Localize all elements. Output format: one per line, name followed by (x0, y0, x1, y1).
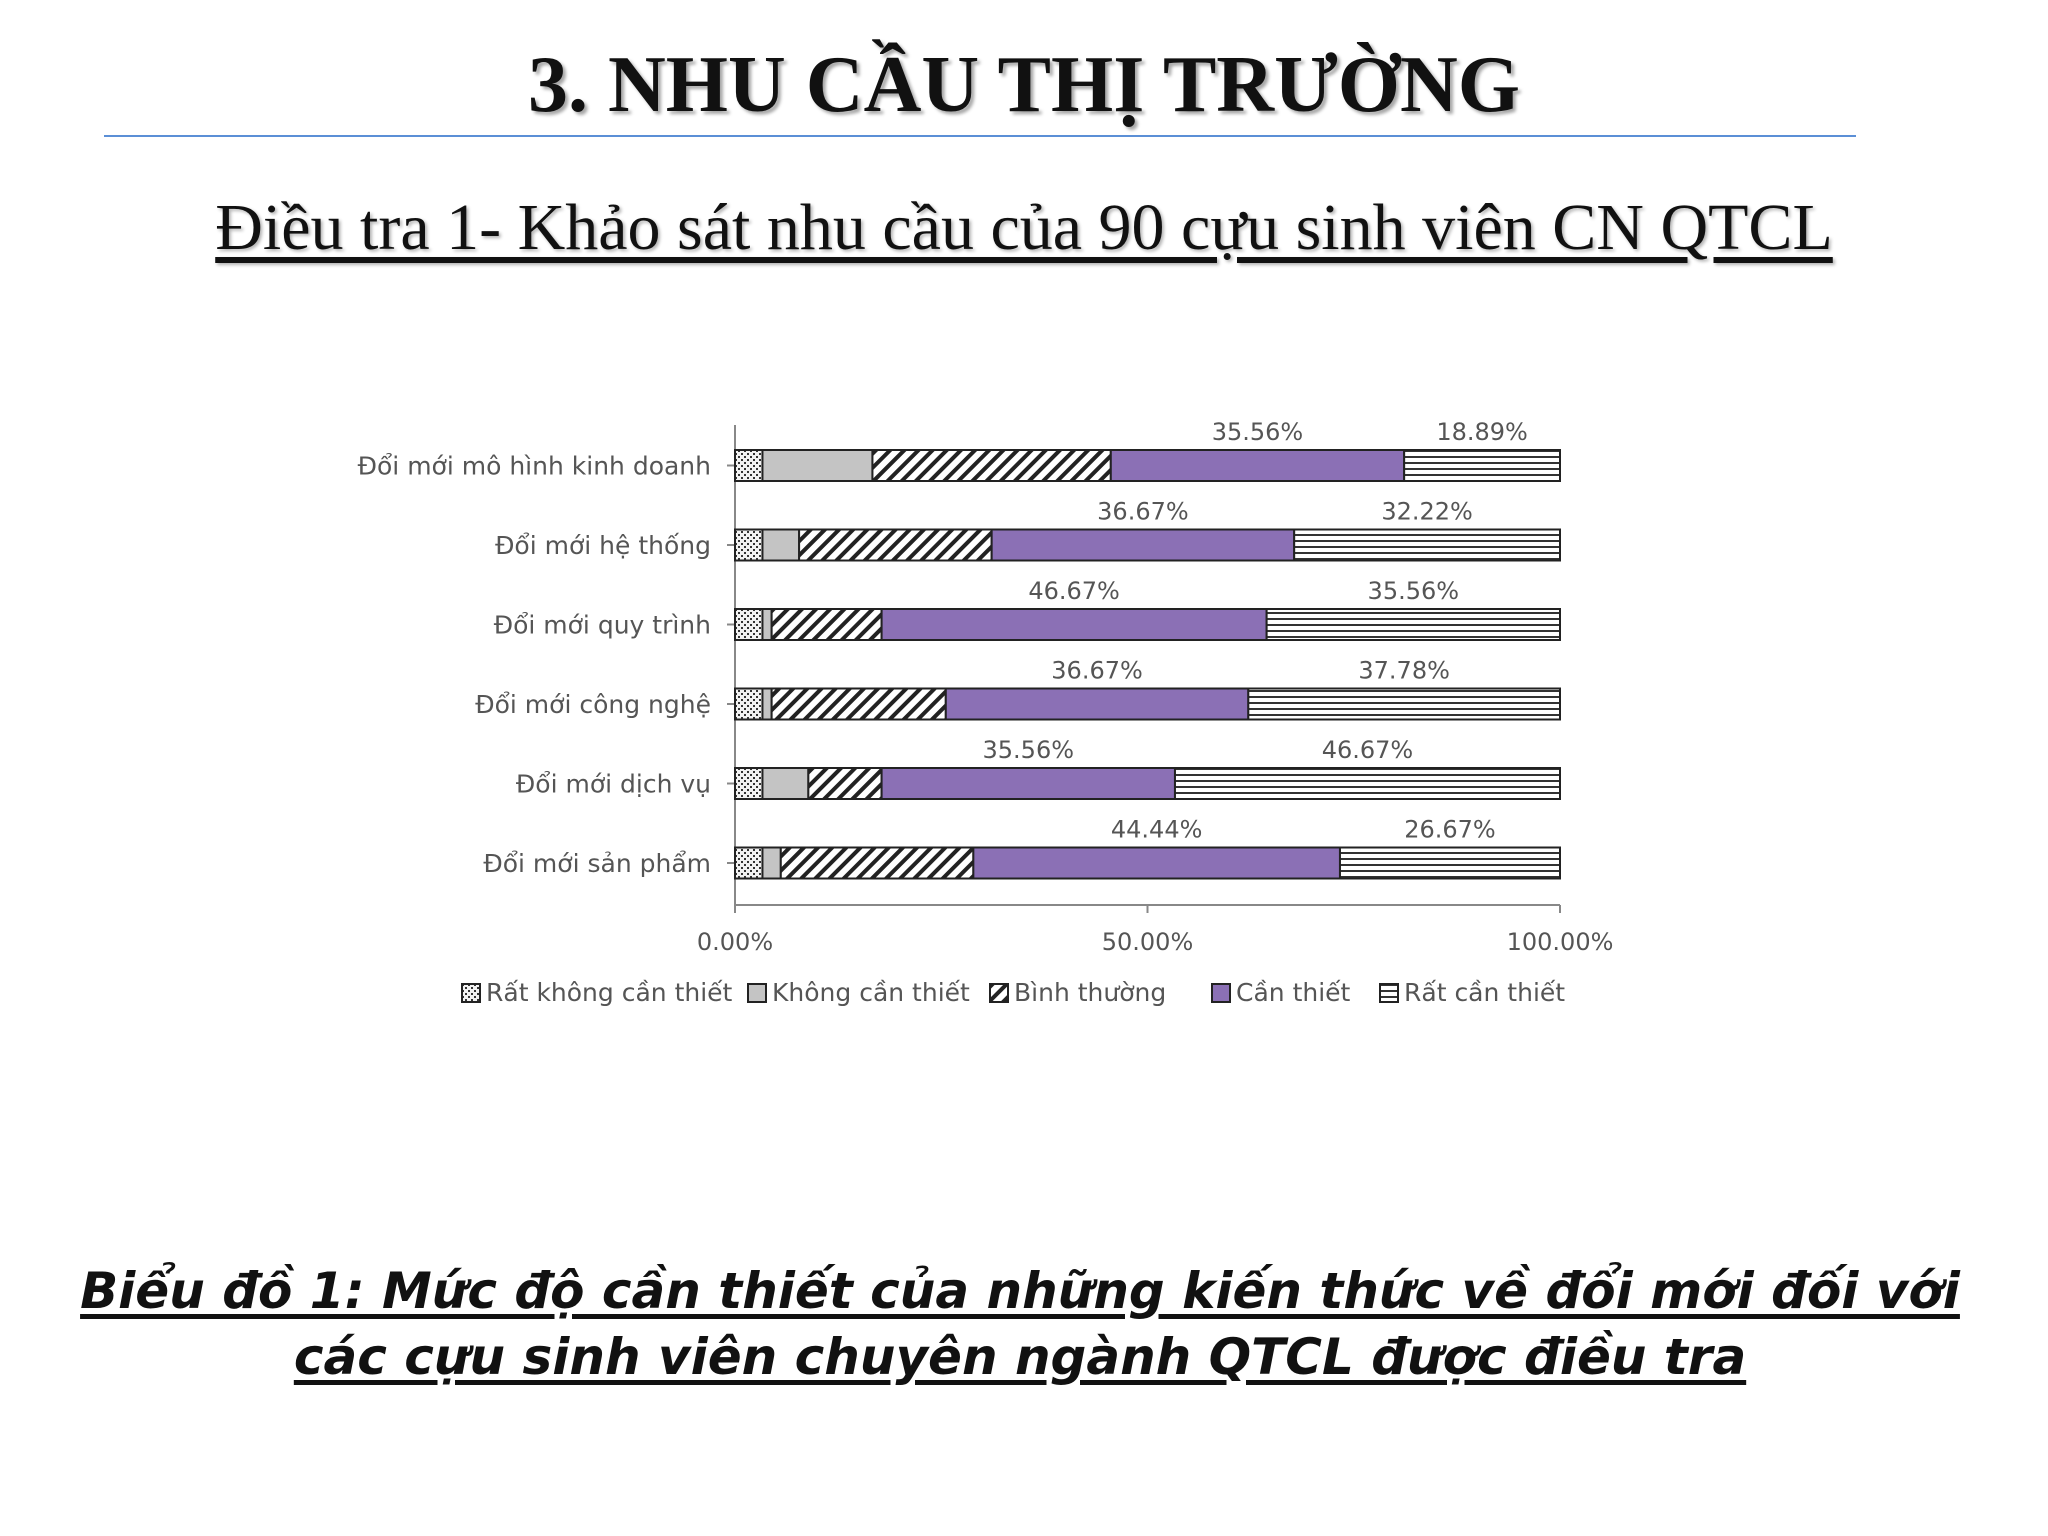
bar-can-thiet-doi-moi-cong-nghe (944, 687, 1250, 721)
chart-legend: Rất không cần thiết Không cần thiết Bình t… (461, 978, 1565, 1007)
caption-line-1: Biểu đồ 1: Mức độ cần thiết của những ki… (80, 1262, 1960, 1320)
legend-swatch-rat-khong-can-thiet (461, 983, 481, 1003)
legend-swatch-can-thiet (1211, 983, 1231, 1003)
legend-label-binh-thuong: Bình thường (1014, 978, 1166, 1007)
legend-swatch-rat-can-thiet (1379, 983, 1399, 1003)
bar-khong-can-thiet-doi-moi-cong-nghe (761, 687, 773, 721)
data-label-rat-can-thiet-doi-moi-mo-hinh-kinh-doanh: 18.89% (1436, 418, 1528, 446)
data-label-can-thiet-doi-moi-quy-trinh: 46.67% (1028, 577, 1120, 605)
bar-can-thiet-doi-moi-he-thong (990, 528, 1296, 562)
bar-binh-thuong-doi-moi-mo-hinh-kinh-doanh (871, 449, 1112, 482)
legend-swatch-khong-can-thiet (747, 983, 767, 1003)
legend-label-can-thiet: Cần thiết (1236, 978, 1351, 1007)
chart-plot-area: Đổi mới mô hình kinh doanh 35.56% 18.89% Đổ… (358, 418, 1614, 956)
chart-caption: Biểu đồ 1: Mức độ cần thiết của những ki… (60, 1258, 1980, 1390)
x-tick-label: 50.00% (1102, 928, 1194, 956)
category-label-doi-moi-cong-nghe: Đổi mới công nghệ (475, 690, 711, 719)
bar-rat-khong-can-thiet-doi-moi-quy-trinh (734, 608, 764, 641)
category-label-doi-moi-quy-trinh: Đổi mới quy trình (494, 611, 711, 640)
bar-khong-can-thiet-doi-moi-he-thong (761, 528, 801, 562)
bar-can-thiet-doi-moi-san-pham (972, 846, 1341, 880)
bar-binh-thuong-doi-moi-san-pham (779, 846, 975, 880)
title-divider (104, 135, 1856, 137)
data-label-can-thiet-doi-moi-dich-vu: 35.56% (983, 736, 1075, 764)
data-label-can-thiet-doi-moi-he-thong: 36.67% (1097, 498, 1189, 526)
data-label-rat-can-thiet-doi-moi-dich-vu: 46.67% (1322, 736, 1414, 764)
category-label-doi-moi-dich-vu: Đổi mới dịch vụ (516, 770, 711, 799)
bar-rat-khong-can-thiet-doi-moi-cong-nghe (734, 687, 764, 721)
bar-can-thiet-doi-moi-dich-vu (880, 767, 1176, 800)
survey-subtitle: Điều tra 1- Khảo sát nhu cầu của 90 cựu … (215, 191, 1833, 264)
slide-title: 3. NHU CẦU THỊ TRƯỜNG (528, 41, 1520, 129)
data-label-can-thiet-doi-moi-cong-nghe: 36.67% (1051, 657, 1143, 685)
data-label-can-thiet-doi-moi-mo-hinh-kinh-doanh: 35.56% (1212, 418, 1304, 446)
bar-rat-can-thiet-doi-moi-mo-hinh-kinh-doanh (1403, 449, 1561, 482)
category-label-doi-moi-san-pham: Đổi mới sản phẩm (483, 849, 711, 878)
bar-rat-khong-can-thiet-doi-moi-san-pham (734, 846, 764, 880)
bar-rat-can-thiet-doi-moi-quy-trinh (1265, 608, 1561, 641)
bar-rat-khong-can-thiet-doi-moi-dich-vu (734, 767, 764, 800)
bar-binh-thuong-doi-moi-dich-vu (807, 767, 883, 800)
bar-rat-khong-can-thiet-doi-moi-he-thong (734, 528, 764, 562)
bar-khong-can-thiet-doi-moi-dich-vu (761, 767, 810, 800)
legend-label-rat-can-thiet: Rất cần thiết (1404, 978, 1565, 1007)
data-label-can-thiet-doi-moi-san-pham: 44.44% (1111, 816, 1203, 844)
stacked-bar-chart: Đổi mới mô hình kinh doanh 35.56% 18.89% Đổ… (358, 418, 1614, 1007)
caption-line-2: các cựu sinh viên chuyên ngành QTCL được… (293, 1328, 1747, 1386)
bar-rat-can-thiet-doi-moi-cong-nghe (1247, 687, 1561, 721)
bar-rat-can-thiet-doi-moi-dich-vu (1173, 767, 1562, 800)
category-label-doi-moi-he-thong: Đổi mới hệ thống (495, 531, 711, 560)
bar-rat-khong-can-thiet-doi-moi-mo-hinh-kinh-doanh (734, 449, 764, 482)
data-label-rat-can-thiet-doi-moi-san-pham: 26.67% (1404, 816, 1496, 844)
x-tick-label: 0.00% (697, 928, 773, 956)
category-label-doi-moi-mo-hinh-kinh-doanh: Đổi mới mô hình kinh doanh (358, 452, 711, 481)
data-label-rat-can-thiet-doi-moi-cong-nghe: 37.78% (1358, 657, 1450, 685)
x-tick-label: 100.00% (1507, 928, 1614, 956)
bar-khong-can-thiet-doi-moi-mo-hinh-kinh-doanh (761, 449, 874, 482)
bar-binh-thuong-doi-moi-quy-trinh (770, 608, 883, 641)
data-label-rat-can-thiet-doi-moi-he-thong: 32.22% (1381, 498, 1473, 526)
bar-binh-thuong-doi-moi-cong-nghe (770, 687, 947, 721)
bar-khong-can-thiet-doi-moi-quy-trinh (761, 608, 773, 641)
legend-swatch-binh-thuong (989, 983, 1009, 1003)
bar-khong-can-thiet-doi-moi-san-pham (761, 846, 782, 880)
bar-rat-can-thiet-doi-moi-he-thong (1293, 528, 1562, 562)
bar-binh-thuong-doi-moi-he-thong (798, 528, 993, 562)
bar-rat-can-thiet-doi-moi-san-pham (1338, 846, 1562, 880)
legend-label-rat-khong-can-thiet: Rất không cần thiết (486, 978, 733, 1007)
legend-label-khong-can-thiet: Không cần thiết (772, 978, 970, 1007)
data-label-rat-can-thiet-doi-moi-quy-trinh: 35.56% (1368, 577, 1460, 605)
bar-can-thiet-doi-moi-mo-hinh-kinh-doanh (1109, 449, 1406, 482)
bar-can-thiet-doi-moi-quy-trinh (880, 608, 1268, 641)
